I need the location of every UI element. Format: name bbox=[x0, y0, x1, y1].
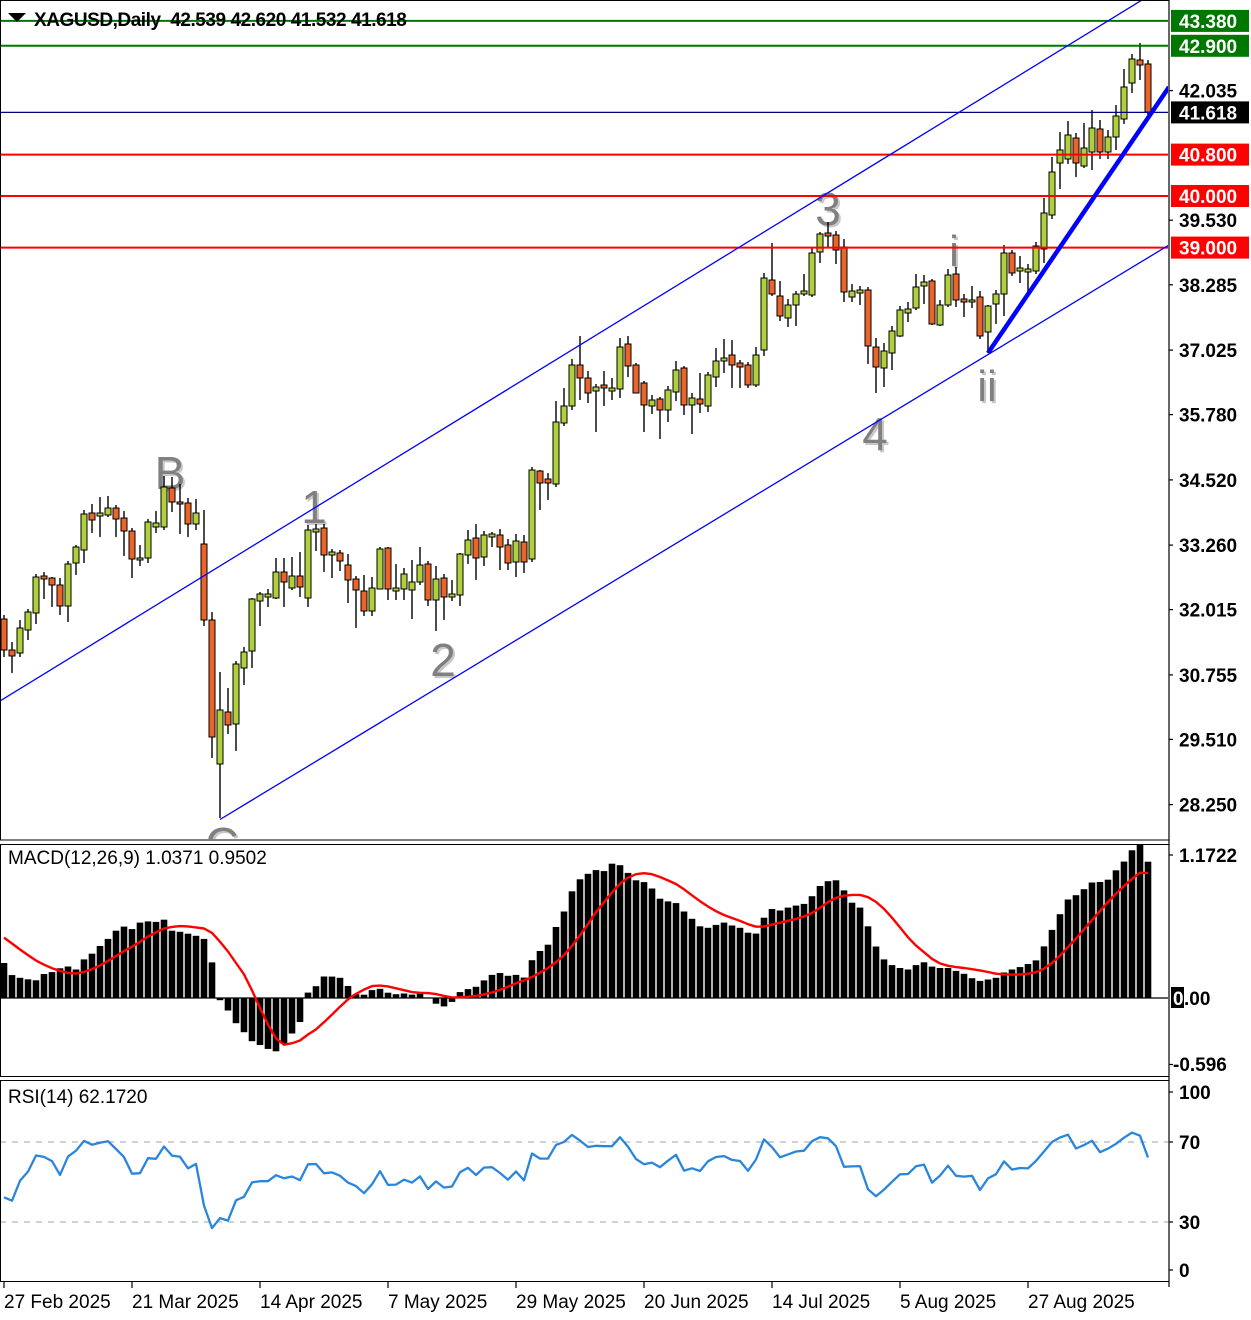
svg-text:4: 4 bbox=[862, 408, 888, 460]
svg-text:0: 0 bbox=[1179, 1261, 1190, 1282]
svg-text:34.520: 34.520 bbox=[1179, 471, 1237, 492]
svg-text:43.380: 43.380 bbox=[1179, 12, 1237, 33]
svg-text:70: 70 bbox=[1179, 1133, 1200, 1154]
svg-text:42.035: 42.035 bbox=[1179, 82, 1238, 103]
svg-text:35.780: 35.780 bbox=[1179, 406, 1237, 427]
svg-text:2: 2 bbox=[430, 634, 456, 686]
svg-text:41.618: 41.618 bbox=[1179, 103, 1237, 124]
svg-text:1.1722: 1.1722 bbox=[1179, 846, 1237, 867]
svg-text:27 Aug 2025: 27 Aug 2025 bbox=[1028, 1292, 1135, 1313]
svg-text:i: i bbox=[951, 229, 961, 278]
svg-text:.00: .00 bbox=[1184, 989, 1210, 1010]
svg-text:30.755: 30.755 bbox=[1179, 666, 1238, 687]
svg-text:27 Feb 2025: 27 Feb 2025 bbox=[4, 1292, 111, 1313]
svg-text:20 Jun 2025: 20 Jun 2025 bbox=[644, 1292, 749, 1313]
svg-text:100: 100 bbox=[1179, 1083, 1211, 1104]
svg-text:14 Jul 2025: 14 Jul 2025 bbox=[772, 1292, 870, 1313]
svg-text:30: 30 bbox=[1179, 1213, 1200, 1234]
svg-text:40.000: 40.000 bbox=[1179, 187, 1237, 208]
svg-text:32.015: 32.015 bbox=[1179, 601, 1238, 622]
svg-text:28.250: 28.250 bbox=[1179, 796, 1237, 817]
svg-text:3: 3 bbox=[817, 185, 843, 237]
svg-text:14 Apr 2025: 14 Apr 2025 bbox=[260, 1292, 362, 1313]
svg-text:37.025: 37.025 bbox=[1179, 341, 1238, 362]
svg-text:33.260: 33.260 bbox=[1179, 536, 1237, 557]
svg-text:42.900: 42.900 bbox=[1179, 37, 1237, 58]
svg-text:5 Aug 2025: 5 Aug 2025 bbox=[900, 1292, 996, 1313]
svg-text:i: i bbox=[949, 227, 959, 276]
svg-text:C: C bbox=[207, 820, 240, 872]
svg-text:7 May 2025: 7 May 2025 bbox=[388, 1292, 487, 1313]
svg-text:2: 2 bbox=[432, 636, 458, 688]
svg-text:1: 1 bbox=[301, 481, 327, 533]
svg-text:XAGUSD,Daily 42.539 42.620 41: XAGUSD,Daily 42.539 42.620 41.532 41.618 bbox=[34, 10, 406, 31]
svg-text:39.000: 39.000 bbox=[1179, 239, 1237, 260]
svg-text:0: 0 bbox=[1173, 989, 1184, 1010]
svg-text:-0.596: -0.596 bbox=[1173, 1055, 1227, 1076]
svg-text:40.800: 40.800 bbox=[1179, 146, 1237, 167]
svg-text:39.530: 39.530 bbox=[1179, 211, 1237, 232]
svg-text:RSI(14) 62.1720: RSI(14) 62.1720 bbox=[8, 1087, 147, 1108]
svg-text:C: C bbox=[205, 818, 238, 870]
svg-text:ii: ii bbox=[979, 364, 999, 413]
svg-text:21 Mar 2025: 21 Mar 2025 bbox=[132, 1292, 239, 1313]
svg-text:MACD(12,26,9) 1.0371 0.9502: MACD(12,26,9) 1.0371 0.9502 bbox=[8, 848, 267, 869]
svg-text:29.510: 29.510 bbox=[1179, 730, 1237, 751]
svg-text:38.285: 38.285 bbox=[1179, 276, 1238, 297]
svg-text:ii: ii bbox=[977, 362, 997, 411]
svg-text:4: 4 bbox=[864, 410, 890, 462]
svg-text:29 May 2025: 29 May 2025 bbox=[516, 1292, 626, 1313]
